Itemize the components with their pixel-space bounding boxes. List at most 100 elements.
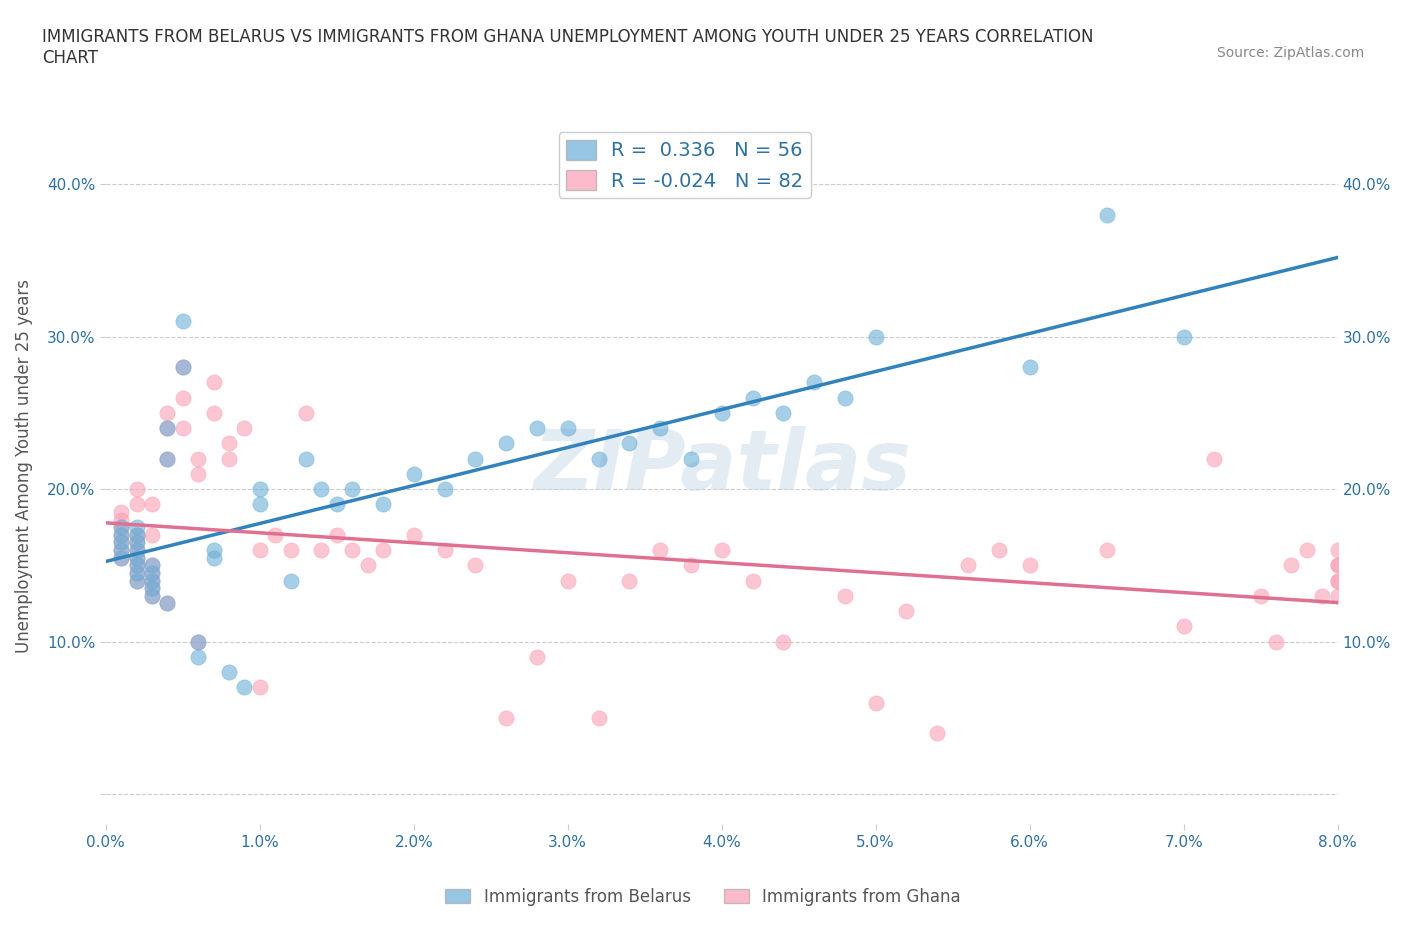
Point — [433, 542, 456, 557]
Point — [141, 580, 163, 595]
Point — [156, 596, 179, 611]
Point — [927, 725, 949, 740]
Point — [710, 405, 733, 420]
Point — [187, 451, 209, 466]
Point — [619, 436, 641, 451]
Point — [1281, 558, 1303, 573]
Point — [249, 680, 271, 695]
Point — [557, 420, 579, 435]
Point — [834, 391, 856, 405]
Point — [141, 589, 163, 604]
Point — [125, 558, 148, 573]
Point — [1310, 589, 1333, 604]
Point — [141, 573, 163, 588]
Point — [710, 542, 733, 557]
Point — [110, 527, 132, 542]
Point — [371, 542, 394, 557]
Point — [125, 551, 148, 565]
Point — [187, 649, 209, 664]
Point — [141, 565, 163, 580]
Point — [110, 512, 132, 527]
Point — [141, 589, 163, 604]
Point — [110, 535, 132, 550]
Point — [141, 573, 163, 588]
Point — [125, 551, 148, 565]
Point — [141, 497, 163, 512]
Point — [402, 467, 425, 482]
Point — [125, 565, 148, 580]
Point — [125, 535, 148, 550]
Point — [110, 505, 132, 520]
Point — [187, 634, 209, 649]
Point — [202, 375, 225, 390]
Point — [110, 542, 132, 557]
Y-axis label: Unemployment Among Youth under 25 years: Unemployment Among Youth under 25 years — [15, 279, 32, 653]
Point — [172, 314, 194, 329]
Point — [311, 542, 333, 557]
Point — [187, 467, 209, 482]
Point — [834, 589, 856, 604]
Point — [1250, 589, 1272, 604]
Point — [865, 329, 887, 344]
Point — [249, 497, 271, 512]
Point — [1295, 542, 1317, 557]
Point — [1326, 558, 1348, 573]
Point — [679, 558, 702, 573]
Point — [865, 695, 887, 710]
Point — [311, 482, 333, 497]
Point — [110, 520, 132, 535]
Point — [1095, 542, 1118, 557]
Point — [249, 482, 271, 497]
Point — [495, 711, 517, 725]
Point — [141, 527, 163, 542]
Point — [526, 649, 548, 664]
Point — [172, 360, 194, 375]
Point — [526, 420, 548, 435]
Point — [650, 420, 672, 435]
Point — [156, 405, 179, 420]
Point — [125, 542, 148, 557]
Legend: Immigrants from Belarus, Immigrants from Ghana: Immigrants from Belarus, Immigrants from… — [439, 881, 967, 912]
Point — [280, 542, 302, 557]
Point — [141, 580, 163, 595]
Point — [1173, 618, 1195, 633]
Point — [125, 565, 148, 580]
Point — [125, 527, 148, 542]
Point — [156, 420, 179, 435]
Point — [1204, 451, 1226, 466]
Point — [772, 634, 794, 649]
Point — [1265, 634, 1288, 649]
Point — [557, 573, 579, 588]
Point — [125, 497, 148, 512]
Point — [125, 520, 148, 535]
Point — [1326, 573, 1348, 588]
Point — [141, 565, 163, 580]
Point — [110, 542, 132, 557]
Point — [156, 451, 179, 466]
Point — [156, 420, 179, 435]
Point — [679, 451, 702, 466]
Point — [588, 451, 610, 466]
Point — [125, 535, 148, 550]
Point — [340, 482, 363, 497]
Point — [110, 551, 132, 565]
Point — [340, 542, 363, 557]
Point — [402, 527, 425, 542]
Point — [741, 573, 763, 588]
Point — [264, 527, 287, 542]
Point — [202, 405, 225, 420]
Legend: R =  0.336   N = 56, R = -0.024   N = 82: R = 0.336 N = 56, R = -0.024 N = 82 — [558, 132, 811, 198]
Point — [172, 391, 194, 405]
Point — [495, 436, 517, 451]
Point — [619, 573, 641, 588]
Point — [1326, 542, 1348, 557]
Point — [1018, 558, 1040, 573]
Point — [588, 711, 610, 725]
Point — [280, 573, 302, 588]
Point — [110, 527, 132, 542]
Point — [650, 542, 672, 557]
Point — [295, 405, 318, 420]
Point — [141, 558, 163, 573]
Point — [957, 558, 980, 573]
Point — [125, 482, 148, 497]
